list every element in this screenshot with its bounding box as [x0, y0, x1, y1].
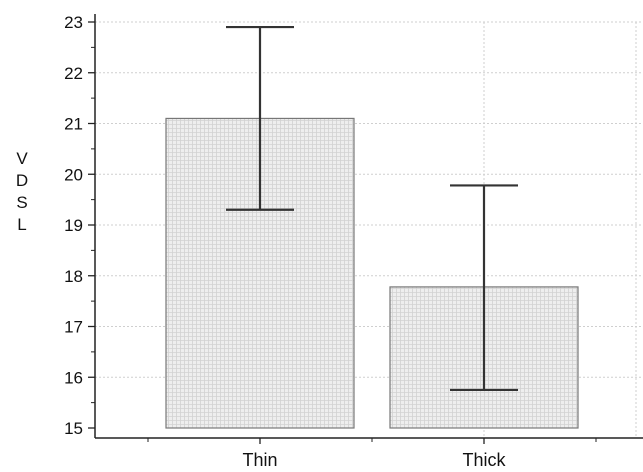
x-tick-label-thin: Thin — [242, 450, 277, 470]
axes — [88, 14, 643, 444]
y-tick-label: 15 — [64, 419, 83, 438]
y-tick-label: 20 — [64, 165, 83, 184]
y-tick-label: 21 — [64, 115, 83, 134]
y-tick-label: 22 — [64, 64, 83, 83]
y-tick-label: 16 — [64, 368, 83, 387]
y-tick-label: 18 — [64, 267, 83, 286]
x-tick-label-thick: Thick — [462, 450, 506, 470]
y-tick-label: 17 — [64, 318, 83, 337]
labels: 15 16 17 18 19 20 21 22 23 Thin Thick V D S L — [16, 13, 507, 470]
bars — [165, 117, 579, 429]
error-bars — [226, 25, 518, 392]
y-tick-label: 23 — [64, 13, 83, 32]
y-tick-label: 19 — [64, 216, 83, 235]
